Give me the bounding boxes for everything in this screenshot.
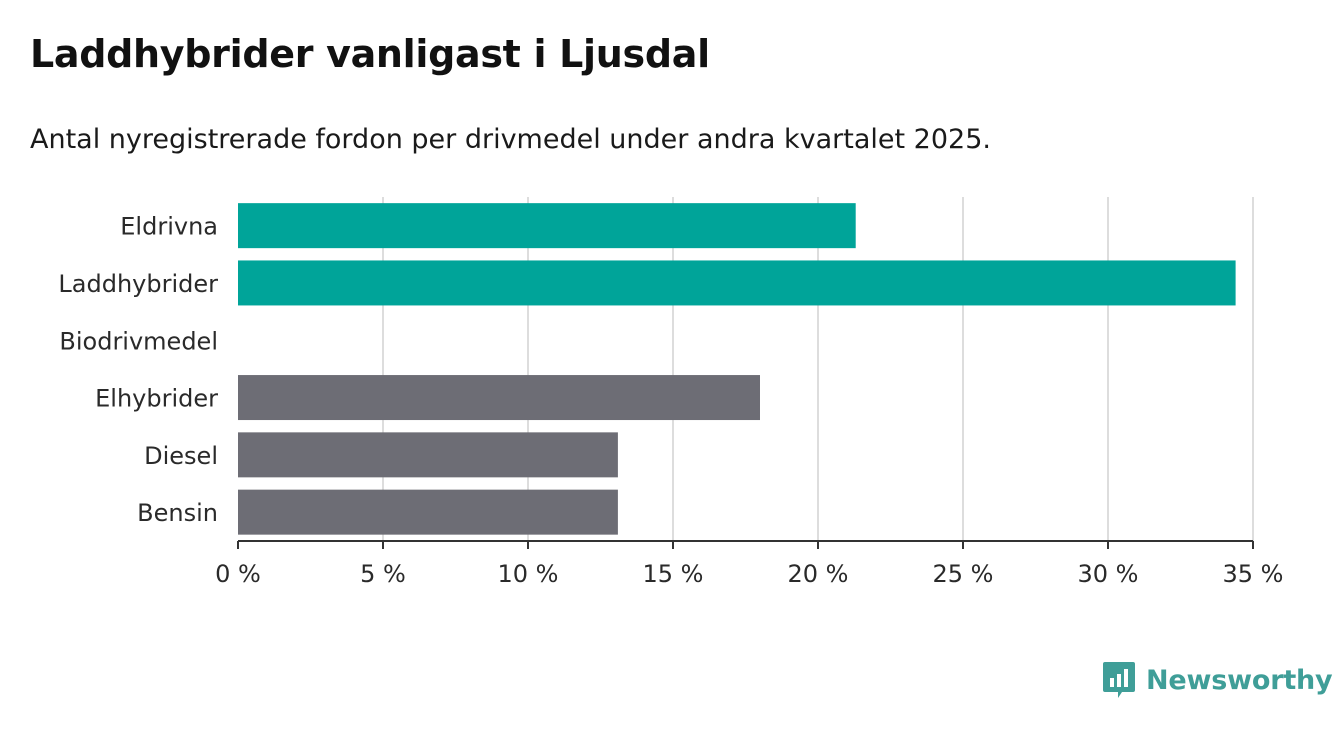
x-tick-label: 20 % [788, 560, 849, 588]
bar [238, 375, 760, 421]
category-label: Laddhybrider [58, 270, 218, 298]
x-tick-label: 5 % [360, 560, 406, 588]
bar [238, 203, 856, 249]
bar-chart: Eldrivna Laddhybrider Biodrivmedel Elhybrid… [58, 197, 1284, 588]
category-label: Elhybrider [95, 385, 218, 413]
x-tick-label: 30 % [1078, 560, 1139, 588]
category-label: Eldrivna [120, 213, 218, 241]
chart-subtitle: Antal nyregistrerade fordon per drivmede… [30, 124, 991, 155]
brand-name: Newsworthy [1146, 664, 1333, 696]
brand-logo: Newsworthy [1102, 660, 1333, 700]
x-tick-label: 25 % [933, 560, 994, 588]
x-tick-label: 15 % [643, 560, 704, 588]
x-tick-label: 35 % [1223, 560, 1284, 588]
category-label: Bensin [137, 499, 218, 527]
x-tick-label: 10 % [498, 560, 559, 588]
category-label: Diesel [144, 442, 218, 470]
bar [238, 432, 618, 478]
category-label: Biodrivmedel [59, 327, 218, 355]
chart-title: Laddhybrider vanligast i Ljusdal [30, 32, 710, 76]
bar-chart-icon [1103, 662, 1135, 698]
x-tick-label: 0 % [215, 560, 261, 588]
bar [238, 489, 618, 535]
bar [238, 260, 1236, 306]
